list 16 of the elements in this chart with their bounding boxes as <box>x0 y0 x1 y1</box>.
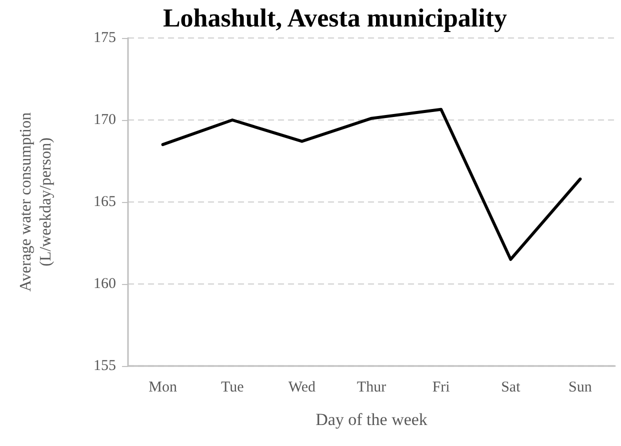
y-tick-label: 155 <box>94 358 116 374</box>
x-tick-label: Sun <box>568 380 592 396</box>
x-tick-label: Wed <box>288 380 316 396</box>
y-tick-label: 165 <box>94 194 116 210</box>
x-axis-title: Day of the week <box>316 410 428 429</box>
x-tick-label: Mon <box>148 380 178 396</box>
line-series <box>161 108 582 261</box>
x-tick-label: Thur <box>356 380 386 396</box>
chart-title: Lohashult, Avesta municipality <box>162 4 508 32</box>
y-tick-label: 170 <box>94 112 116 128</box>
x-tick-label: Sat <box>501 380 522 396</box>
x-tick-label: Fri <box>432 380 450 396</box>
y-axis-title: Average water consumption (L/weekday/person) <box>18 112 54 292</box>
y-tick-label: 160 <box>94 276 116 292</box>
y-tick-label: 175 <box>94 30 116 46</box>
x-tick-label: Tue <box>220 380 244 396</box>
